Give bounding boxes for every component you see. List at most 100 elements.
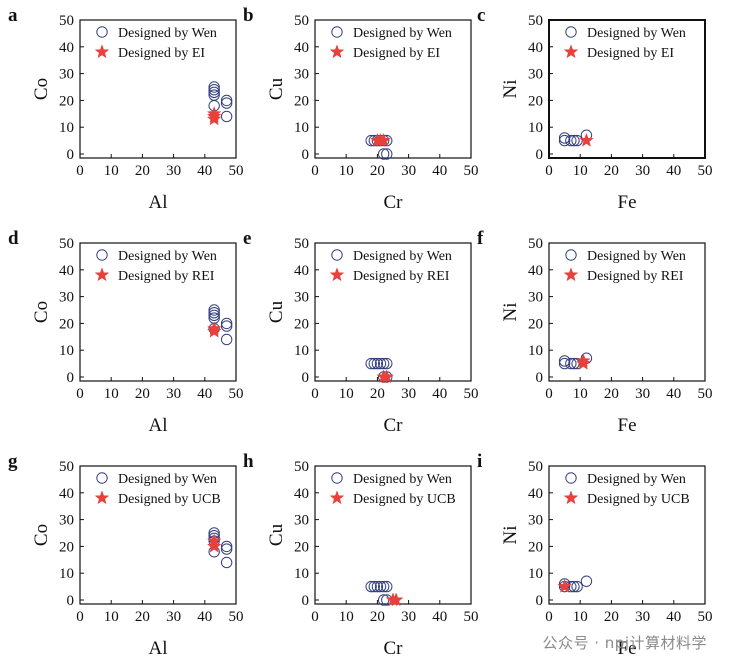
legend-star-marker <box>94 267 110 282</box>
wen-point <box>558 357 571 370</box>
legend-circle-marker <box>96 26 108 38</box>
panel-b: b 00 10 10 20 20 30 30 40 40 50 50 Cr Cu Designed by W… <box>243 5 479 213</box>
y-tick-label: 20 <box>528 316 543 332</box>
x-tick-label: 50 <box>464 163 479 179</box>
x-axis-label: Cr <box>384 192 404 213</box>
y-tick-label: 40 <box>59 40 74 56</box>
x-tick-label: 0 <box>311 609 319 625</box>
x-tick-label: 20 <box>604 163 619 179</box>
legend-entry: Designed by EI <box>587 46 674 61</box>
wen-point <box>565 134 577 147</box>
y-tick-label: 40 <box>528 40 543 56</box>
y-tick-label: 0 <box>302 593 310 609</box>
x-tick-label: 50 <box>698 609 713 625</box>
legend-entry: Designed by UCB <box>353 492 456 507</box>
y-tick-label: 20 <box>528 93 543 109</box>
wen-point <box>208 81 220 93</box>
legend-entry: Designed by REI <box>118 269 215 284</box>
legend-entry: Designed by EI <box>118 46 205 61</box>
legend-star-marker <box>563 44 579 59</box>
wen-point <box>220 320 233 332</box>
x-tick-label: 50 <box>229 163 244 179</box>
wen-point <box>220 543 233 555</box>
y-tick-label: 20 <box>528 539 543 555</box>
y-tick-label: 40 <box>294 486 309 502</box>
legend-entry: Designed by Wen <box>587 26 686 41</box>
x-tick-label: 30 <box>401 386 416 402</box>
x-tick-label: 50 <box>698 163 713 179</box>
legend-circle-marker <box>96 249 108 261</box>
y-axis-label: Cu <box>266 523 287 546</box>
panel-a: a 00 10 10 20 20 30 30 40 40 50 50 Al Co Designed by W… <box>8 5 244 213</box>
plot-frame <box>548 242 706 382</box>
x-tick-label: 20 <box>135 386 150 402</box>
wen-point <box>558 355 571 367</box>
x-tick-label: 10 <box>104 386 119 402</box>
wen-point <box>568 134 580 147</box>
legend-star-marker <box>563 267 579 282</box>
panel-letter: d <box>8 228 19 249</box>
panel-letter: a <box>8 5 18 26</box>
legend-entry: Designed by Wen <box>118 26 217 41</box>
x-tick-label: 30 <box>166 386 181 402</box>
y-axis-label: Cu <box>266 77 287 100</box>
legend-star-marker <box>94 490 110 505</box>
x-tick-label: 40 <box>197 386 212 402</box>
x-tick-label: 30 <box>635 386 650 402</box>
x-axis-label: Al <box>149 638 168 659</box>
legend-entry: Designed by REI <box>587 269 684 284</box>
x-tick-label: 20 <box>370 609 385 625</box>
y-tick-label: 10 <box>528 343 543 359</box>
legend-star-marker <box>329 490 345 505</box>
legend-circle-marker <box>565 249 577 261</box>
y-axis-label: Ni <box>500 526 521 545</box>
wen-point <box>374 357 387 370</box>
panel-c: c 00 10 10 20 20 30 30 40 40 50 50 Fe Ni Designed by W… <box>477 5 713 213</box>
y-tick-label: 0 <box>536 147 544 163</box>
x-tick-label: 20 <box>135 609 150 625</box>
legend-entry: Designed by UCB <box>118 492 221 507</box>
y-tick-label: 20 <box>294 93 309 109</box>
x-tick-label: 0 <box>311 386 319 402</box>
y-tick-label: 30 <box>59 513 74 529</box>
wen-point <box>558 134 571 147</box>
legend-circle-marker <box>565 472 577 484</box>
y-tick-label: 0 <box>536 370 544 386</box>
x-tick-label: 40 <box>197 163 212 179</box>
y-tick-label: 50 <box>294 459 309 475</box>
wen-point <box>580 575 593 587</box>
y-tick-label: 30 <box>59 67 74 83</box>
y-tick-label: 50 <box>528 13 543 29</box>
designed-point <box>575 355 591 370</box>
y-tick-label: 50 <box>59 459 74 475</box>
x-tick-label: 0 <box>545 609 553 625</box>
panel-letter: f <box>477 228 484 249</box>
legend-entry: Designed by Wen <box>353 249 452 264</box>
wen-point <box>377 148 390 160</box>
wen-point <box>565 357 577 370</box>
legend-entry: Designed by Wen <box>587 472 686 487</box>
panel-letter: c <box>477 5 485 26</box>
wen-point <box>558 132 571 144</box>
wen-point <box>220 317 233 330</box>
x-axis-label: Al <box>149 415 168 436</box>
x-tick-label: 20 <box>604 609 619 625</box>
y-tick-label: 20 <box>294 539 309 555</box>
legend-star-marker <box>329 44 345 59</box>
wen-point <box>368 580 380 593</box>
x-tick-label: 20 <box>135 163 150 179</box>
x-axis-label: Cr <box>384 638 404 659</box>
x-axis-label: Fe <box>618 192 637 213</box>
wen-point <box>374 580 387 593</box>
x-tick-label: 30 <box>166 163 181 179</box>
y-tick-label: 10 <box>294 120 309 136</box>
y-tick-label: 50 <box>528 459 543 475</box>
y-tick-label: 50 <box>59 13 74 29</box>
x-tick-label: 10 <box>104 609 119 625</box>
legend-entry: Designed by Wen <box>353 26 452 41</box>
y-axis-label: Co <box>31 301 52 323</box>
panel-letter: h <box>243 451 254 472</box>
wen-point <box>371 357 384 370</box>
y-tick-label: 0 <box>67 147 75 163</box>
legend-entry: Designed by Wen <box>587 249 686 264</box>
